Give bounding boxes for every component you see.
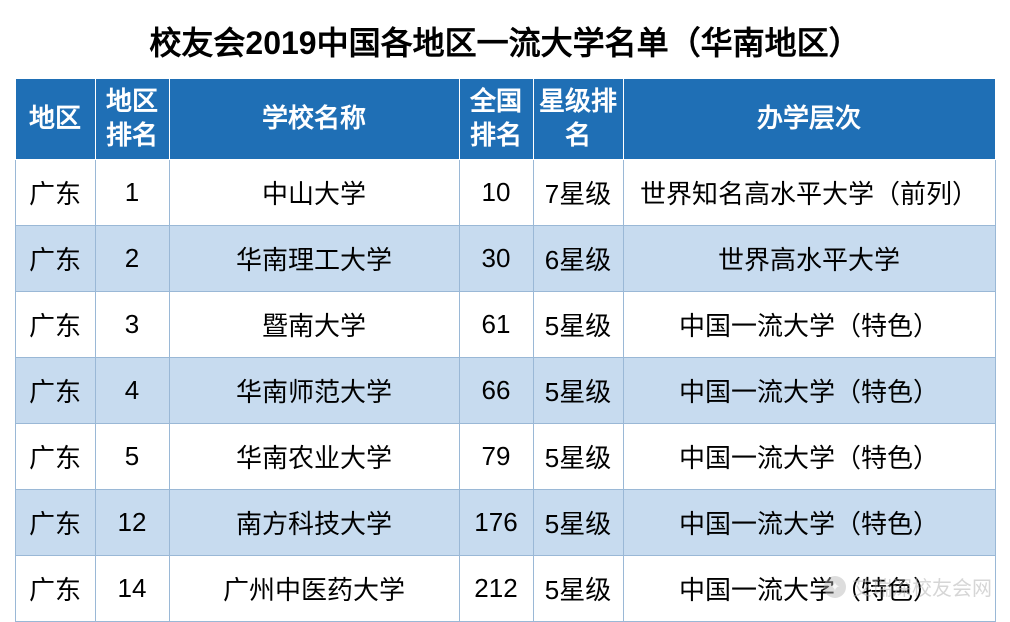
table-cell: 广东 — [15, 489, 95, 555]
table-cell: 中山大学 — [169, 159, 459, 225]
column-header: 全国排名 — [459, 79, 533, 160]
table-row: 广东14广州中医药大学2125星级中国一流大学（特色） — [15, 555, 995, 621]
table-cell: 南方科技大学 — [169, 489, 459, 555]
page-title: 校友会2019中国各地区一流大学名单（华南地区） — [0, 0, 1010, 78]
table-cell: 12 — [95, 489, 169, 555]
table-cell: 广东 — [15, 357, 95, 423]
column-header: 地区排名 — [95, 79, 169, 160]
table-header: 地区地区排名学校名称全国排名星级排名办学层次 — [15, 79, 995, 160]
table-cell: 中国一流大学（特色） — [623, 555, 995, 621]
table-cell: 10 — [459, 159, 533, 225]
table-cell: 广东 — [15, 291, 95, 357]
table-body: 广东1中山大学107星级世界知名高水平大学（前列）广东2华南理工大学306星级世… — [15, 159, 995, 621]
table-row: 广东1中山大学107星级世界知名高水平大学（前列） — [15, 159, 995, 225]
table-cell: 6星级 — [533, 225, 623, 291]
table-cell: 广东 — [15, 555, 95, 621]
table-cell: 61 — [459, 291, 533, 357]
table-cell: 华南理工大学 — [169, 225, 459, 291]
table-cell: 中国一流大学（特色） — [623, 489, 995, 555]
table-cell: 广州中医药大学 — [169, 555, 459, 621]
table-cell: 中国一流大学（特色） — [623, 291, 995, 357]
table-cell: 5星级 — [533, 357, 623, 423]
table-cell: 5星级 — [533, 423, 623, 489]
table-cell: 暨南大学 — [169, 291, 459, 357]
table-cell: 14 — [95, 555, 169, 621]
table-cell: 30 — [459, 225, 533, 291]
table-cell: 4 — [95, 357, 169, 423]
column-header: 星级排名 — [533, 79, 623, 160]
table-cell: 79 — [459, 423, 533, 489]
ranking-table: 地区地区排名学校名称全国排名星级排名办学层次 广东1中山大学107星级世界知名高… — [15, 78, 996, 622]
table-cell: 华南师范大学 — [169, 357, 459, 423]
table-row: 广东3暨南大学615星级中国一流大学（特色） — [15, 291, 995, 357]
table-cell: 5 — [95, 423, 169, 489]
table-cell: 7星级 — [533, 159, 623, 225]
header-row: 地区地区排名学校名称全国排名星级排名办学层次 — [15, 79, 995, 160]
table-cell: 世界高水平大学 — [623, 225, 995, 291]
table-cell: 华南农业大学 — [169, 423, 459, 489]
table-row: 广东5华南农业大学795星级中国一流大学（特色） — [15, 423, 995, 489]
table-cell: 广东 — [15, 159, 95, 225]
table-cell: 5星级 — [533, 489, 623, 555]
table-cell: 3 — [95, 291, 169, 357]
column-header: 地区 — [15, 79, 95, 160]
table-cell: 广东 — [15, 423, 95, 489]
table-cell: 中国一流大学（特色） — [623, 423, 995, 489]
table-cell: 212 — [459, 555, 533, 621]
table-cell: 中国一流大学（特色） — [623, 357, 995, 423]
column-header: 办学层次 — [623, 79, 995, 160]
table-row: 广东12南方科技大学1765星级中国一流大学（特色） — [15, 489, 995, 555]
table-row: 广东4华南师范大学665星级中国一流大学（特色） — [15, 357, 995, 423]
table-cell: 5星级 — [533, 291, 623, 357]
table-cell: 2 — [95, 225, 169, 291]
column-header: 学校名称 — [169, 79, 459, 160]
table-cell: 66 — [459, 357, 533, 423]
table-cell: 5星级 — [533, 555, 623, 621]
table-cell: 广东 — [15, 225, 95, 291]
table-cell: 世界知名高水平大学（前列） — [623, 159, 995, 225]
table-cell: 176 — [459, 489, 533, 555]
table-cell: 1 — [95, 159, 169, 225]
table-row: 广东2华南理工大学306星级世界高水平大学 — [15, 225, 995, 291]
